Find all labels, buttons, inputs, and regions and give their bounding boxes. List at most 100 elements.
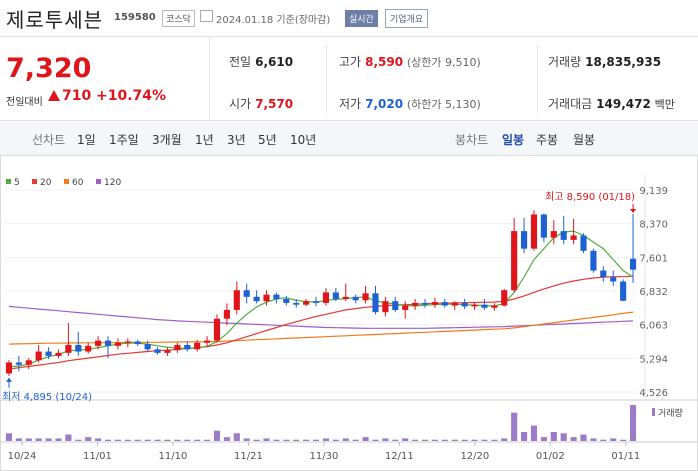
- candle-body: [85, 345, 92, 352]
- x-tick-label: 11/21: [234, 451, 263, 462]
- quote-date: 2024.01.18 기준(장마감): [216, 15, 331, 26]
- volume-bar: [124, 439, 131, 441]
- low-arrow-head: [5, 377, 12, 382]
- x-tick-label: 01/02: [536, 451, 565, 462]
- volume-bar: [134, 439, 141, 441]
- candle-body: [352, 296, 359, 301]
- volume-bar: [481, 439, 488, 441]
- change-value: 710: [62, 88, 92, 104]
- candle-body: [362, 293, 369, 301]
- candle-body: [233, 290, 240, 310]
- tab-1y[interactable]: 1년: [195, 133, 214, 147]
- candle-body: [491, 305, 498, 308]
- tab-daily[interactable]: 일봉: [502, 133, 525, 147]
- tab-3y[interactable]: 3년: [227, 133, 246, 147]
- volume-bar: [144, 439, 151, 441]
- high-annotation: 최고 8,590 (01/18): [545, 191, 635, 203]
- divider: [209, 37, 210, 120]
- candle-body: [441, 302, 448, 306]
- volume-bar: [85, 437, 92, 441]
- volume-bar: [550, 432, 557, 441]
- candle-body: [471, 304, 478, 307]
- high-arrow-head: [630, 209, 637, 214]
- volume-bar: [184, 439, 191, 441]
- price-summary: 7,320 전일대비 710 +10.74% 전일 6,610 고가 8,590 (…: [0, 37, 698, 121]
- candle-body: [293, 302, 300, 305]
- volume: 거래량 18,835,935: [548, 55, 662, 69]
- volume-bar: [104, 439, 112, 441]
- volume-bar: [491, 439, 498, 441]
- tab-1d[interactable]: 1일: [77, 133, 96, 147]
- candle-body: [213, 318, 221, 341]
- calendar-icon: cal: [200, 10, 213, 22]
- volume-bar: [322, 438, 330, 441]
- volume-bar: [223, 437, 230, 441]
- candle-body: [372, 293, 379, 313]
- tab-10y[interactable]: 10년: [290, 133, 317, 147]
- candle-body: [15, 362, 22, 365]
- candle-body: [610, 277, 617, 282]
- y-tick-label: 9,139: [639, 186, 668, 197]
- candle-body: [124, 341, 131, 343]
- realtime-button[interactable]: 실시간: [345, 10, 378, 27]
- volume-label: 거래량: [658, 407, 683, 419]
- volume-bar: [293, 439, 300, 441]
- tab-1w[interactable]: 1주일: [109, 133, 139, 147]
- volume-bar: [421, 439, 429, 441]
- company-info-button[interactable]: 기업개요: [385, 9, 429, 28]
- volume-bar: [213, 430, 221, 441]
- candle-body: [382, 301, 389, 313]
- prev-close: 전일 6,610: [229, 55, 294, 69]
- candle-body: [164, 350, 171, 353]
- tab-5y[interactable]: 5년: [258, 133, 277, 147]
- volume-bar: [5, 433, 13, 441]
- stock-name: 제로투세븐: [6, 8, 103, 32]
- candle-body: [144, 344, 151, 350]
- volume-bar: [352, 439, 359, 441]
- volume-bar: [233, 433, 240, 441]
- volume-bar: [174, 439, 181, 441]
- candle-body: [5, 362, 13, 374]
- volume-bar: [15, 438, 22, 441]
- legend-label-20: 20: [40, 178, 52, 188]
- candle-body: [451, 302, 458, 306]
- candle-body: [95, 340, 102, 346]
- candle-body: [461, 302, 468, 307]
- candle-body: [25, 360, 32, 365]
- volume-bar: [194, 439, 201, 441]
- volume-bar: [540, 437, 547, 441]
- candle-body: [204, 340, 211, 343]
- y-tick-label: 5,294: [639, 354, 668, 365]
- legend-swatch: [64, 179, 69, 184]
- chart-tabs: 선차트 1일 1주일 3개월 1년 3년 5년 10년 봉차트 일봉 주봉 월봉: [0, 122, 698, 156]
- volume-bar: [164, 439, 171, 441]
- candle-body: [402, 305, 409, 310]
- volume-bar: [303, 439, 310, 441]
- tab-weekly[interactable]: 주봉: [536, 133, 559, 147]
- volume-bar: [590, 438, 597, 441]
- volume-bar: [312, 439, 320, 441]
- candle-body: [530, 214, 538, 249]
- candle-body: [35, 351, 42, 361]
- candle-body: [540, 214, 547, 238]
- tab-monthly[interactable]: 월봉: [573, 133, 596, 147]
- candle-body: [550, 231, 557, 238]
- candlestick-chart: 5 20 60 120 9,139 8,370 7,601 6,832 6,063 5,294 4,…: [0, 155, 698, 471]
- volume-bar: [243, 438, 250, 441]
- volume-bar: [570, 437, 577, 441]
- candle-body: [194, 342, 201, 350]
- volume-bar: [283, 439, 290, 441]
- open-price: 시가 7,570: [229, 97, 294, 111]
- x-tick-label: 10/24: [8, 451, 37, 462]
- candle-body: [303, 301, 310, 305]
- candle-body: [342, 296, 349, 299]
- candle-body: [481, 304, 488, 308]
- y-tick-label: 6,832: [639, 287, 668, 298]
- line-chart-label: 선차트: [32, 133, 66, 147]
- volume-bar: [431, 439, 438, 441]
- tab-3m[interactable]: 3개월: [152, 133, 182, 147]
- volume-bar: [451, 439, 458, 441]
- candle-body: [243, 290, 250, 297]
- volume-bar: [204, 439, 211, 441]
- candle-body: [421, 302, 429, 305]
